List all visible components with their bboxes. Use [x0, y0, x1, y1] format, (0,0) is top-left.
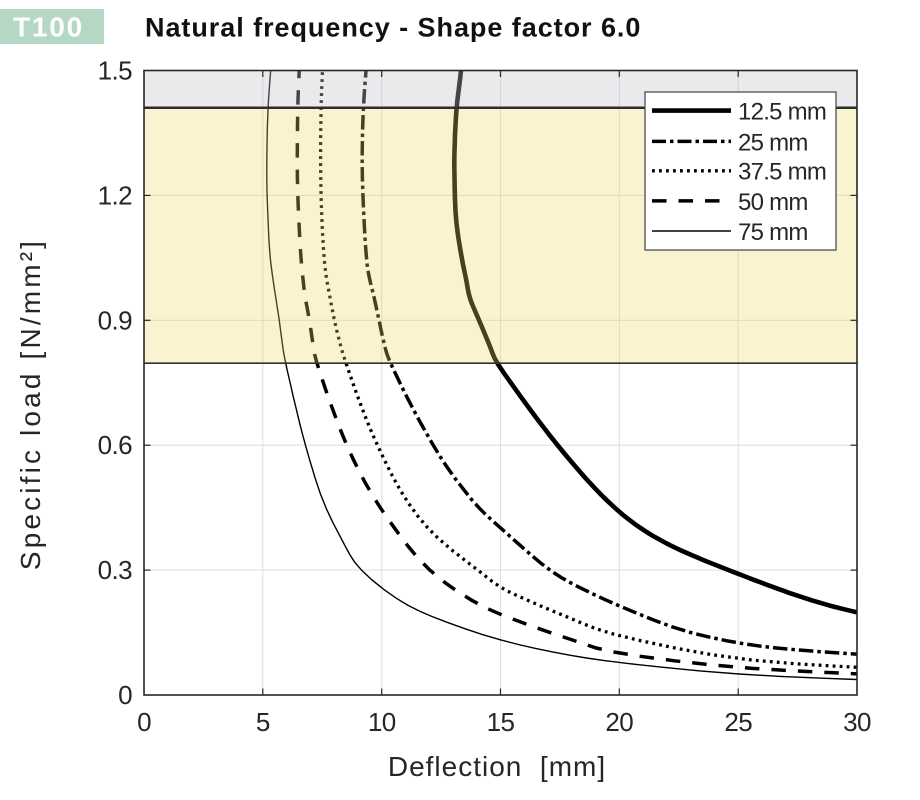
- svg-text:1.2: 1.2: [98, 180, 132, 210]
- svg-text:25 mm: 25 mm: [738, 129, 808, 156]
- svg-text:Deflection [mm]: Deflection [mm]: [388, 751, 606, 782]
- svg-text:0.9: 0.9: [98, 305, 132, 335]
- svg-text:0.6: 0.6: [98, 430, 132, 460]
- svg-text:5: 5: [256, 707, 270, 737]
- svg-text:Natural frequency - Shape fact: Natural frequency - Shape factor 6.0: [145, 13, 641, 43]
- svg-text:37.5 mm: 37.5 mm: [738, 159, 826, 186]
- svg-text:20: 20: [605, 707, 633, 737]
- svg-text:0.3: 0.3: [98, 555, 132, 585]
- svg-text:30: 30: [843, 707, 871, 737]
- svg-text:1.5: 1.5: [98, 56, 132, 86]
- svg-text:10: 10: [368, 707, 396, 737]
- svg-text:25: 25: [724, 707, 752, 737]
- svg-text:T100: T100: [13, 12, 84, 43]
- svg-text:50 mm: 50 mm: [738, 189, 808, 216]
- svg-text:Specific load [N/mm²]: Specific load [N/mm²]: [15, 238, 46, 570]
- svg-text:0: 0: [118, 680, 132, 710]
- svg-text:75 mm: 75 mm: [738, 219, 808, 246]
- svg-text:0: 0: [137, 707, 151, 737]
- svg-text:12.5 mm: 12.5 mm: [738, 99, 826, 126]
- svg-text:15: 15: [487, 707, 515, 737]
